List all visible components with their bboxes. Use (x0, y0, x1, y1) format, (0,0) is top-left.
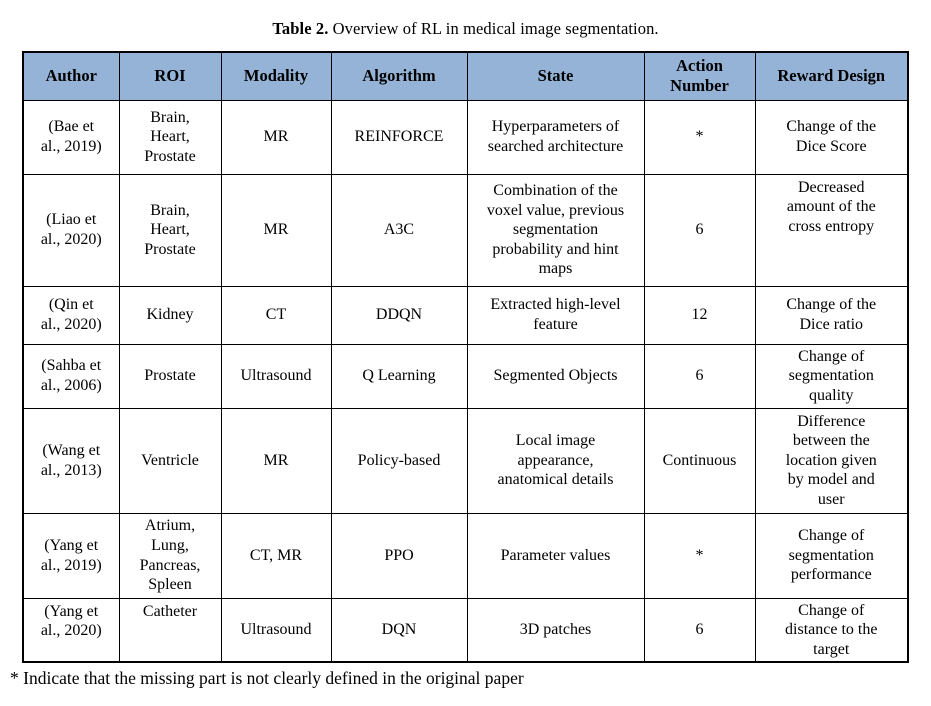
cell-reward-design: Difference between the location given by… (754, 407, 909, 514)
cell-modality: CT (220, 285, 332, 345)
column-header-algorithm: Algorithm (330, 51, 468, 101)
cell-state: Local image appearance, anatomical detai… (466, 407, 645, 514)
cell-reward-design: Change of distance to the target (754, 597, 909, 663)
cell-reward-design: Change of the Dice ratio (754, 285, 909, 345)
cell-modality: MR (220, 99, 332, 175)
cell-action-number: * (643, 512, 756, 599)
cell-algorithm: Q Learning (330, 343, 468, 409)
cell-action-number: * (643, 99, 756, 175)
cell-state: Segmented Objects (466, 343, 645, 409)
cell-author: (Yang et al., 2019) (22, 512, 120, 599)
cell-author: (Sahba et al., 2006) (22, 343, 120, 409)
cell-author: (Bae et al., 2019) (22, 99, 120, 175)
cell-algorithm: DDQN (330, 285, 468, 345)
cell-state: Combination of the voxel value, previous… (466, 173, 645, 287)
cell-author: (Wang et al., 2013) (22, 407, 120, 514)
table-row: (Wang et al., 2013) Ventricle MR Policy-… (22, 407, 909, 514)
table-row: (Yang et al., 2019) Atrium, Lung, Pancre… (22, 512, 909, 599)
cell-state: Parameter values (466, 512, 645, 599)
cell-modality: CT, MR (220, 512, 332, 599)
cell-algorithm: DQN (330, 597, 468, 663)
table-footnote: * Indicate that the missing part is not … (10, 668, 524, 689)
cell-state: Extracted high-level feature (466, 285, 645, 345)
table-row: (Bae et al., 2019) Brain, Heart, Prostat… (22, 99, 909, 175)
cell-state: 3D patches (466, 597, 645, 663)
cell-roi: Kidney (118, 285, 222, 345)
cell-modality: MR (220, 173, 332, 287)
cell-reward-design: Decreased amount of the cross entropy (754, 173, 909, 287)
cell-roi: Atrium, Lung, Pancreas, Spleen (118, 512, 222, 599)
cell-roi: Catheter (118, 597, 222, 663)
cell-action-number: 6 (643, 597, 756, 663)
cell-algorithm: A3C (330, 173, 468, 287)
cell-reward-design: Change of the Dice Score (754, 99, 909, 175)
cell-roi: Brain, Heart, Prostate (118, 99, 222, 175)
cell-modality: MR (220, 407, 332, 514)
cell-roi: Brain, Heart, Prostate (118, 173, 222, 287)
column-header-state: State (466, 51, 645, 101)
column-header-action-number: Action Number (643, 51, 756, 101)
table-row: (Liao et al., 2020) Brain, Heart, Prosta… (22, 173, 909, 287)
table-caption: Table 2. Overview of RL in medical image… (0, 0, 931, 39)
cell-action-number: 6 (643, 343, 756, 409)
header-row: Author ROI Modality Algorithm State Acti… (22, 51, 909, 101)
cell-state: Hyperparameters of searched architecture (466, 99, 645, 175)
cell-action-number: Continuous (643, 407, 756, 514)
cell-roi: Prostate (118, 343, 222, 409)
table-caption-text: Overview of RL in medical image segmenta… (328, 19, 659, 38)
cell-algorithm: REINFORCE (330, 99, 468, 175)
cell-reward-design: Change of segmentation performance (754, 512, 909, 599)
cell-modality: Ultrasound (220, 597, 332, 663)
cell-author: (Liao et al., 2020) (22, 173, 120, 287)
cell-algorithm: Policy-based (330, 407, 468, 514)
table-row: (Qin et al., 2020) Kidney CT DDQN Extrac… (22, 285, 909, 345)
column-header-roi: ROI (118, 51, 222, 101)
table-row: (Yang et al., 2020) Catheter Ultrasound … (22, 597, 909, 663)
table-row: (Sahba et al., 2006) Prostate Ultrasound… (22, 343, 909, 409)
column-header-modality: Modality (220, 51, 332, 101)
cell-roi: Ventricle (118, 407, 222, 514)
cell-action-number: 12 (643, 285, 756, 345)
cell-reward-design: Change of segmentation quality (754, 343, 909, 409)
rl-overview-table: Author ROI Modality Algorithm State Acti… (22, 51, 909, 664)
cell-action-number: 6 (643, 173, 756, 287)
column-header-reward-design: Reward Design (754, 51, 909, 101)
cell-modality: Ultrasound (220, 343, 332, 409)
cell-algorithm: PPO (330, 512, 468, 599)
cell-author: (Yang et al., 2020) (22, 597, 120, 663)
table-caption-number: Table 2. (272, 19, 329, 38)
cell-author: (Qin et al., 2020) (22, 285, 120, 345)
column-header-author: Author (22, 51, 120, 101)
